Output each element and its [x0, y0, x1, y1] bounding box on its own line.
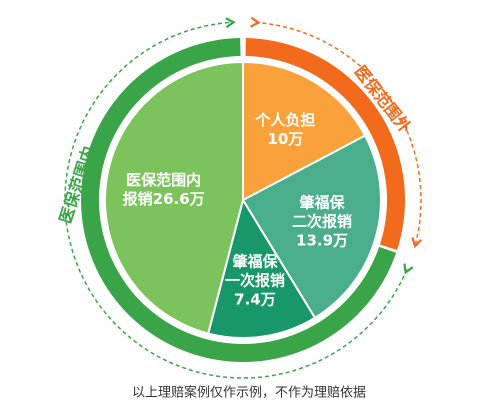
pie-slice [241, 134, 382, 320]
slice-category: 一次报销 [225, 272, 285, 290]
pie-slice [104, 60, 244, 335]
slice-category: 二次报销 [292, 212, 352, 230]
slice-value: 7.4万 [234, 291, 276, 309]
footnote: 以上理赔案例仅作示例，不作为理赔依据 [132, 386, 366, 401]
slice-value: 报销26.6万 [123, 190, 205, 208]
slice-value: 13.9万 [296, 231, 348, 249]
slice-category: 医保范围内 [126, 171, 201, 189]
pie-slice [242, 60, 367, 202]
slices: 个人负担10万肇福保二次报销13.9万肇福保一次报销7.4万医保范围内报销26.… [104, 60, 382, 339]
slice-value: 10万 [267, 130, 303, 148]
slice-category: 肇福保 [299, 193, 346, 211]
slice-category: 肇福保 [231, 253, 278, 271]
slice-category: 个人负担 [254, 111, 315, 129]
